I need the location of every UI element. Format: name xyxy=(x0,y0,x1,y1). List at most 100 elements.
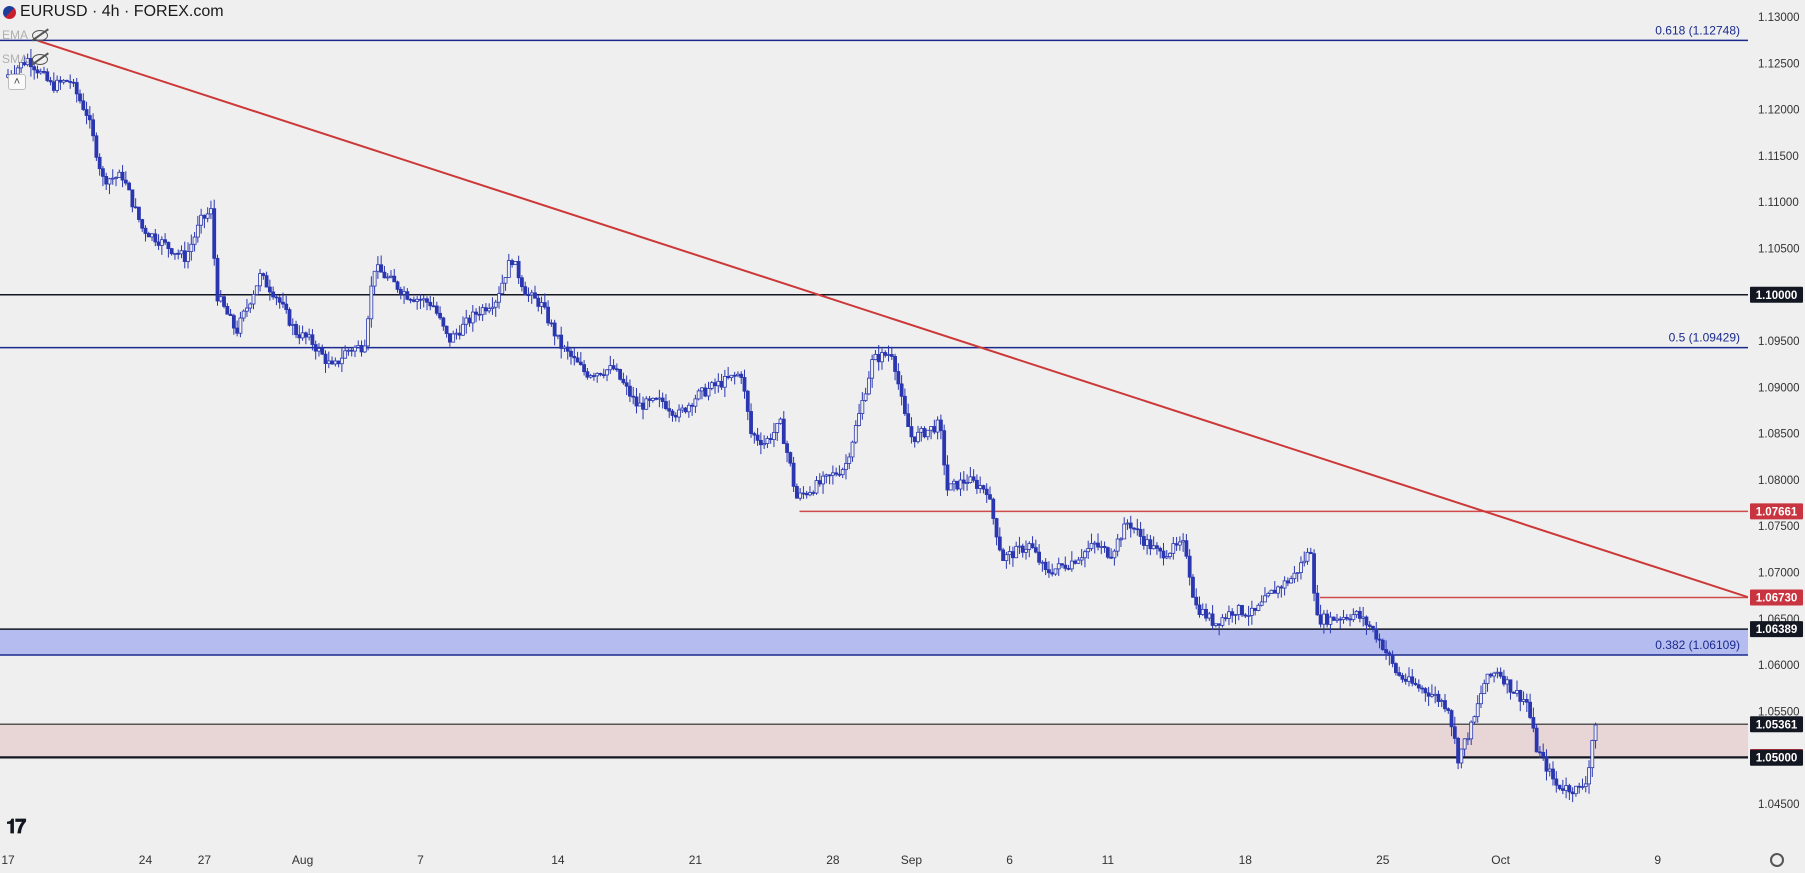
candle-body xyxy=(1184,540,1189,557)
candle-body xyxy=(68,81,73,83)
candle-body xyxy=(1515,690,1519,694)
candle-body xyxy=(192,236,197,245)
candle-body xyxy=(860,400,865,414)
candle-body xyxy=(333,360,338,365)
candle-body xyxy=(1259,601,1264,606)
indicator-sma[interactable]: SMA xyxy=(2,52,49,66)
candle-body xyxy=(1174,543,1179,546)
candle-body xyxy=(1020,545,1025,553)
candle-body xyxy=(313,344,318,352)
candle-body xyxy=(245,307,249,312)
candle-body xyxy=(1318,614,1323,625)
candle-body xyxy=(778,418,783,424)
price-tick-label: 1.12500 xyxy=(1758,58,1800,70)
candle-body xyxy=(150,233,154,238)
candle-body xyxy=(1158,547,1163,552)
candle-body xyxy=(965,482,969,484)
candle-body xyxy=(42,71,46,73)
candle-body xyxy=(772,432,776,441)
candle-body xyxy=(830,472,835,476)
candle-body xyxy=(248,303,253,309)
candle-body xyxy=(578,361,583,365)
candle-body xyxy=(173,252,177,255)
candle-body xyxy=(307,334,312,338)
price-tick-label: 1.11500 xyxy=(1758,151,1799,163)
candle-body xyxy=(1312,553,1316,594)
candle-body xyxy=(189,243,194,252)
candle-body xyxy=(1325,613,1330,625)
candle-body xyxy=(1400,675,1405,680)
candle-body xyxy=(120,171,125,181)
price-badge-label: 1.05361 xyxy=(1756,719,1798,731)
candle-body xyxy=(929,426,933,431)
candle-body xyxy=(1593,724,1598,741)
price-badge xyxy=(1750,749,1803,766)
candle-body xyxy=(1472,716,1477,723)
candle-body xyxy=(1315,592,1320,616)
candle-body xyxy=(700,387,704,392)
gear-icon[interactable] xyxy=(1770,853,1784,867)
candle-body xyxy=(889,354,894,357)
candle-body xyxy=(588,375,593,378)
candle-body xyxy=(300,332,305,339)
candle-body xyxy=(330,360,334,365)
candle-body xyxy=(1413,682,1418,686)
candle-body xyxy=(1263,595,1267,603)
time-tick-label: 28 xyxy=(826,853,840,867)
candle-body xyxy=(1430,694,1434,697)
indicator-ema[interactable]: EMA xyxy=(2,28,49,42)
candle-body xyxy=(1518,690,1523,702)
candle-body xyxy=(1112,550,1117,559)
candle-body xyxy=(1017,545,1022,548)
candle-body xyxy=(1371,626,1375,630)
candle-body xyxy=(932,426,937,433)
candle-body xyxy=(1266,593,1271,597)
candle-body xyxy=(153,233,158,243)
eye-hidden-icon[interactable] xyxy=(32,29,49,41)
candles-layer xyxy=(6,48,1598,803)
candle-body xyxy=(35,69,40,74)
candle-body xyxy=(516,261,521,279)
candle-body xyxy=(781,418,786,445)
candle-body xyxy=(794,485,799,499)
candle-body xyxy=(664,401,668,410)
candle-body xyxy=(896,371,901,385)
candle-body xyxy=(402,291,406,295)
candle-body xyxy=(1492,672,1496,677)
candle-body xyxy=(1092,542,1097,545)
eye-hidden-icon[interactable] xyxy=(32,53,49,65)
candle-body xyxy=(624,382,629,387)
price-badge xyxy=(1750,621,1803,638)
candle-body xyxy=(1505,679,1510,685)
candle-body xyxy=(1502,675,1506,685)
candle-body xyxy=(1141,536,1146,546)
candle-body xyxy=(159,239,164,246)
candle-body xyxy=(1155,545,1159,549)
candle-body xyxy=(1393,663,1398,674)
candle-body xyxy=(1230,611,1235,616)
candle-body xyxy=(1420,687,1424,690)
candle-body xyxy=(1551,768,1555,780)
candle-body xyxy=(438,312,442,319)
candle-body xyxy=(1380,639,1385,650)
candle-body xyxy=(51,81,56,91)
candle-body xyxy=(1305,551,1310,562)
candle-body xyxy=(752,433,757,436)
candle-body xyxy=(1577,785,1582,788)
candle-body xyxy=(176,252,181,255)
candle-body xyxy=(1253,607,1258,611)
candle-body xyxy=(1354,610,1359,616)
candle-body xyxy=(1223,617,1228,620)
candle-body xyxy=(297,334,302,339)
chevron-up-icon[interactable]: ˄ xyxy=(8,74,26,90)
price-axis[interactable]: 1.13000 1.12500 1.12000 1.11500 1.11000 1.105… xyxy=(1748,0,1805,873)
candle-body xyxy=(827,474,832,477)
tradingview-logo-icon[interactable]: 𝟏𝟕 xyxy=(6,816,26,838)
candle-body xyxy=(362,345,367,353)
time-axis[interactable]: 17 24 27 Aug 7 14 21 28 Sep 6 11 18 25 Oct 9 xyxy=(0,845,1748,873)
candle-body xyxy=(611,365,616,370)
candle-body xyxy=(320,348,325,355)
candle-body xyxy=(1560,788,1565,791)
eur-usd-flag-icon xyxy=(3,5,16,19)
